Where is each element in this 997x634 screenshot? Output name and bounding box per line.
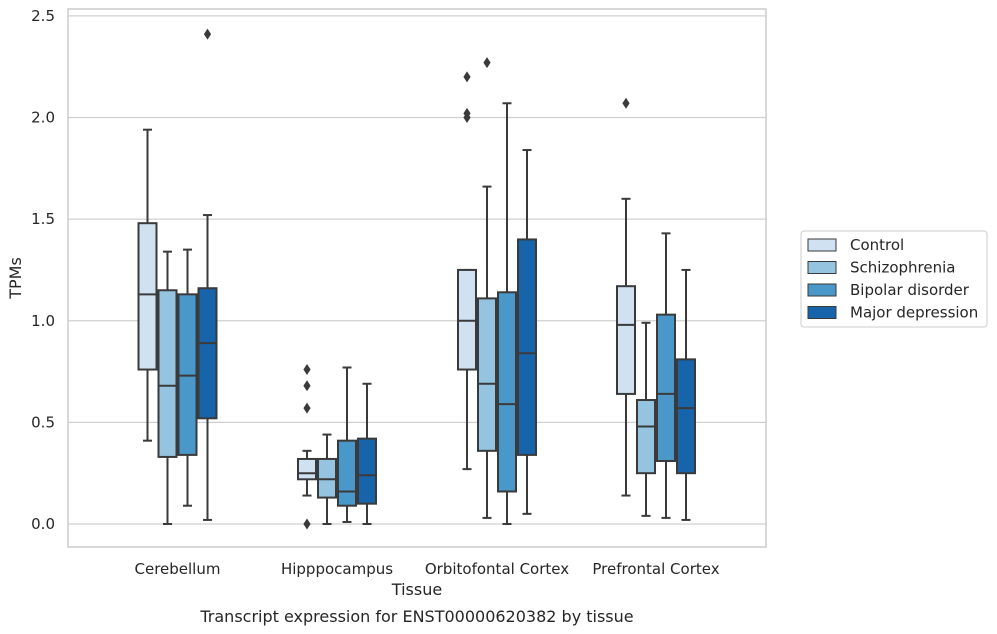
legend-label: Major depression — [850, 304, 978, 322]
box-series — [137, 28, 696, 530]
x-axis-label: Tissue — [391, 580, 442, 599]
plot-background — [68, 9, 766, 547]
y-tick-label: 1.0 — [31, 312, 55, 330]
box-iqr — [137, 222, 158, 371]
outlier-point — [203, 28, 212, 40]
outlier-point — [483, 57, 491, 69]
box-iqr — [616, 285, 636, 395]
y-tick-label: 2.0 — [31, 109, 55, 127]
legend-label: Control — [850, 236, 904, 254]
legend-swatch — [807, 261, 837, 274]
x-tick-label: Orbitofontal Cortex — [425, 560, 569, 578]
box-1-2 — [477, 57, 497, 519]
legend-swatch — [807, 283, 837, 297]
box-0-1 — [297, 364, 317, 530]
box-2-1 — [337, 366, 357, 523]
box-iqr — [636, 399, 656, 475]
box-iqr — [497, 291, 517, 493]
box-iqr — [357, 437, 377, 505]
outlier-point — [303, 364, 311, 376]
legend: Control Schizophrenia Bipolar disorder Majo… — [800, 230, 988, 328]
box-iqr — [337, 439, 357, 507]
outlier-point — [303, 518, 311, 530]
legend-label: Bipolar disorder — [850, 281, 970, 299]
box-iqr — [656, 313, 676, 462]
y-tick-label: 1.5 — [31, 210, 55, 228]
box-0-2 — [457, 71, 477, 471]
outlier-point — [463, 112, 471, 123]
box-0-0 — [137, 128, 158, 442]
box-iqr — [517, 238, 537, 456]
chart-caption: Transcript expression for ENST0000062038… — [199, 607, 633, 626]
box-iqr — [477, 297, 497, 452]
y-axis-label: TPMs — [6, 257, 25, 300]
x-axis-ticks: Cerebellum Hipppocampus Orbitofontal Corte… — [135, 560, 720, 578]
outlier-point — [303, 380, 311, 392]
legend-label: Schizophrenia — [850, 259, 955, 277]
box-2-3 — [656, 232, 676, 519]
box-iqr — [317, 457, 337, 499]
box-0-3 — [616, 97, 636, 497]
outlier-point — [303, 402, 311, 414]
legend-swatch — [807, 238, 837, 252]
box-3-2 — [517, 149, 537, 515]
box-iqr — [197, 287, 218, 420]
box-2-2 — [497, 102, 517, 525]
outlier-point — [622, 97, 630, 109]
box-1-1 — [317, 433, 337, 525]
box-2-0 — [177, 248, 198, 507]
y-tick-label: 0.0 — [31, 515, 55, 533]
box-iqr — [676, 358, 696, 475]
legend-frame — [800, 230, 988, 328]
box-iqr — [157, 289, 178, 458]
x-tick-label: Cerebellum — [135, 560, 221, 578]
y-axis-ticks: 0.0 0.5 1.0 1.5 2.0 2.5 — [31, 7, 55, 533]
box-iqr — [297, 457, 317, 481]
legend-swatch — [807, 306, 837, 319]
box-3-1 — [357, 382, 377, 525]
outlier-point — [463, 71, 471, 83]
box-3-3 — [676, 268, 696, 521]
y-tick-label: 0.5 — [31, 413, 55, 431]
box-iqr — [457, 268, 477, 371]
x-tick-label: Hipppocampus — [281, 560, 393, 578]
box-1-3 — [636, 321, 656, 517]
y-tick-label: 2.5 — [31, 7, 55, 25]
plot-frame — [67, 8, 767, 548]
box-3-0 — [197, 28, 218, 521]
x-tick-label: Prefrontal Cortex — [592, 560, 719, 578]
box-1-0 — [157, 250, 178, 525]
box-iqr — [177, 293, 198, 456]
